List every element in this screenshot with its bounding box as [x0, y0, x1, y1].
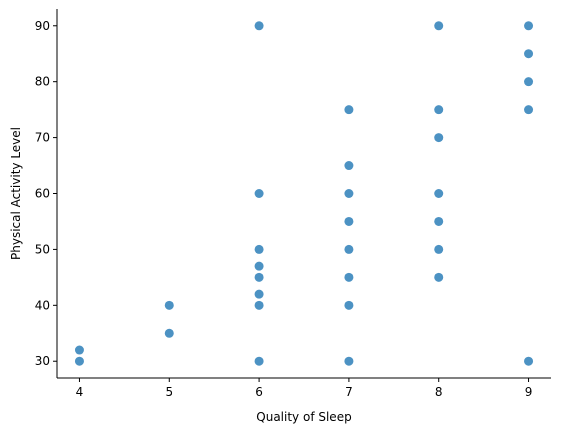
x-tick-label: 6 — [255, 385, 263, 399]
scatter-point — [524, 49, 534, 59]
y-tick-label: 80 — [35, 75, 50, 89]
scatter-point — [524, 77, 534, 87]
x-axis-label: Quality of Sleep — [256, 410, 351, 424]
x-tick-label: 9 — [525, 385, 533, 399]
scatter-point — [74, 356, 84, 366]
scatter-point — [344, 356, 354, 366]
scatter-point — [164, 300, 174, 310]
x-axis-ticks: 4 5 6 7 8 9 — [76, 378, 533, 399]
scatter-point — [74, 345, 84, 355]
scatter-point — [254, 272, 264, 282]
scatter-point — [434, 133, 444, 143]
scatter-point — [524, 105, 534, 115]
scatter-point — [434, 272, 444, 282]
x-tick-label: 5 — [165, 385, 173, 399]
scatter-point — [434, 216, 444, 226]
plot-area — [74, 21, 534, 366]
scatter-point — [434, 21, 444, 31]
scatter-point — [164, 328, 174, 338]
y-tick-label: 90 — [35, 19, 50, 33]
y-tick-label: 30 — [35, 354, 50, 368]
y-tick-label: 70 — [35, 131, 50, 145]
scatter-point — [344, 161, 354, 171]
scatter-point — [254, 244, 264, 254]
scatter-point — [344, 300, 354, 310]
scatter-point — [254, 300, 264, 310]
y-tick-label: 50 — [35, 242, 50, 256]
scatter-point — [344, 105, 354, 115]
scatter-point — [254, 289, 264, 299]
scatter-point — [524, 21, 534, 31]
scatter-point — [254, 21, 264, 31]
scatter-point — [344, 216, 354, 226]
y-axis-label: Physical Activity Level — [9, 127, 23, 260]
scatter-point — [254, 189, 264, 198]
x-tick-label: 4 — [76, 385, 84, 399]
scatter-point — [344, 244, 354, 254]
scatter-point — [344, 189, 354, 198]
x-tick-label: 7 — [345, 385, 353, 399]
scatter-point — [254, 356, 264, 366]
x-tick-label: 8 — [435, 385, 443, 399]
scatter-point — [344, 272, 354, 282]
scatter-point — [524, 356, 534, 366]
scatter-point — [434, 244, 444, 254]
y-tick-label: 40 — [35, 298, 50, 312]
y-tick-label: 60 — [35, 187, 50, 201]
scatter-point — [434, 189, 444, 198]
scatter-point — [254, 261, 264, 271]
y-axis-ticks: 30 40 50 60 70 80 90 — [35, 19, 57, 368]
scatter-point — [434, 105, 444, 115]
